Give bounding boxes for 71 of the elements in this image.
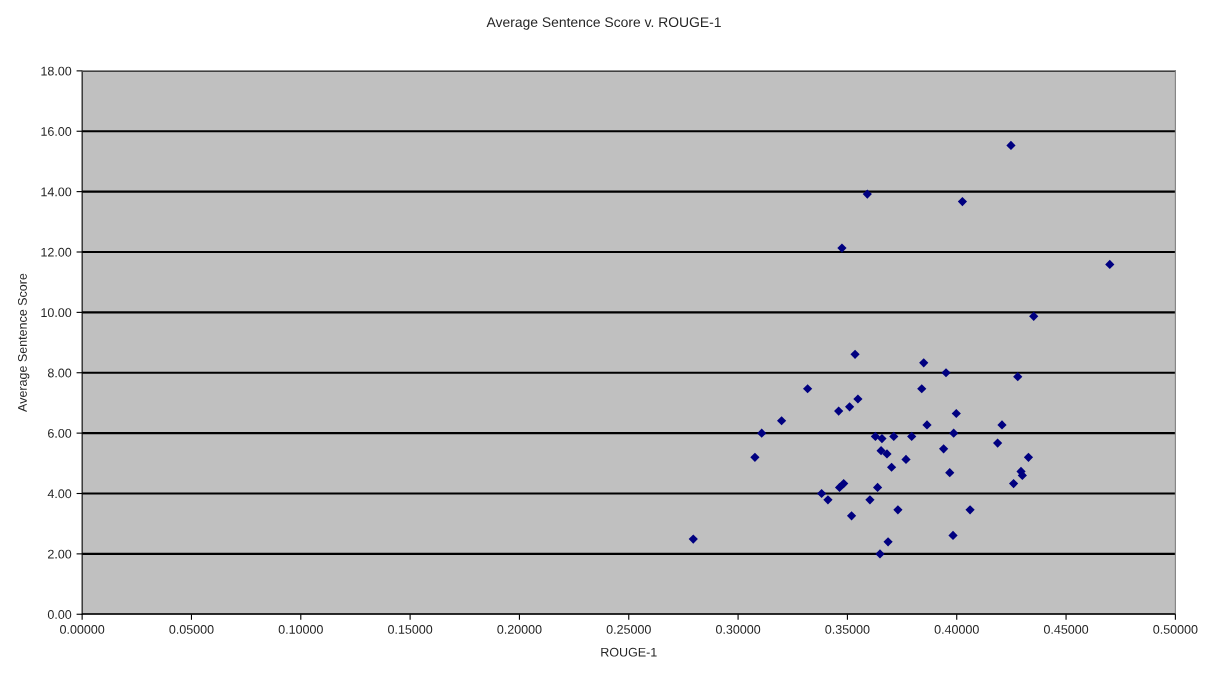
x-axis-title: ROUGE-1 (601, 647, 657, 657)
point (893, 505, 903, 515)
point (846, 511, 857, 521)
point (872, 482, 883, 493)
point (948, 530, 958, 541)
point (844, 402, 855, 412)
y-tick-label: 4.00 (47, 489, 72, 499)
point (901, 454, 911, 464)
x-tick-label: 0.00000 (60, 625, 105, 634)
point (688, 534, 698, 544)
point (907, 431, 917, 442)
point (882, 449, 892, 459)
y-tick-label: 6.00 (48, 428, 72, 438)
point (997, 420, 1007, 430)
point (850, 349, 860, 359)
point (862, 189, 872, 199)
point (1006, 140, 1016, 151)
point (1105, 259, 1115, 269)
point (834, 406, 844, 416)
point (886, 462, 897, 472)
point (939, 444, 949, 454)
point (1023, 452, 1034, 462)
point (1029, 311, 1039, 321)
point (865, 495, 875, 505)
y-tick-label: 10.00 (41, 308, 72, 318)
point (917, 384, 927, 394)
point (853, 394, 863, 404)
point (875, 549, 885, 559)
point (877, 433, 887, 444)
x-tick-label: 0.15000 (388, 625, 433, 634)
point (817, 488, 827, 499)
point (922, 420, 932, 430)
y-tick-label: 8.00 (47, 368, 72, 378)
point (941, 368, 951, 378)
x-tick-label: 0.30000 (715, 625, 761, 634)
x-tick-label: 0.20000 (497, 625, 542, 634)
point (837, 243, 847, 253)
y-tick-label: 12.00 (41, 247, 72, 257)
point (949, 428, 959, 438)
y-tick-label: 0.00 (47, 610, 72, 619)
x-tick-label: 0.50000 (1153, 625, 1198, 634)
x-tick-label: 0.45000 (1043, 625, 1089, 634)
point (1013, 372, 1023, 382)
x-tick-label: 0.35000 (825, 625, 870, 634)
point (889, 431, 899, 442)
point (750, 452, 760, 462)
point (803, 384, 813, 394)
y-tick-label: 14.00 (41, 187, 72, 197)
y-tick-label: 2.00 (48, 549, 72, 559)
x-tick-label: 0.25000 (606, 625, 651, 634)
y-tick-label: 18.00 (41, 66, 72, 76)
point (957, 196, 968, 207)
point (965, 505, 975, 515)
point (870, 431, 881, 442)
chart-title: Average Sentence Score v. ROUGE-1 (486, 17, 721, 30)
point (919, 358, 929, 368)
x-tick-label: 0.10000 (278, 625, 323, 634)
point (834, 482, 845, 493)
point (823, 495, 833, 505)
x-tick-label: 0.05000 (169, 625, 214, 634)
point (883, 537, 893, 547)
point (951, 408, 961, 419)
point (757, 428, 767, 438)
point (776, 416, 787, 426)
y-tick-label: 16.00 (41, 127, 72, 136)
y-axis-title: Average Sentence Score (18, 273, 30, 412)
x-tick-label: 0.40000 (934, 625, 979, 634)
point (945, 468, 955, 478)
point (1008, 478, 1019, 489)
point (876, 446, 886, 456)
point (993, 438, 1003, 448)
